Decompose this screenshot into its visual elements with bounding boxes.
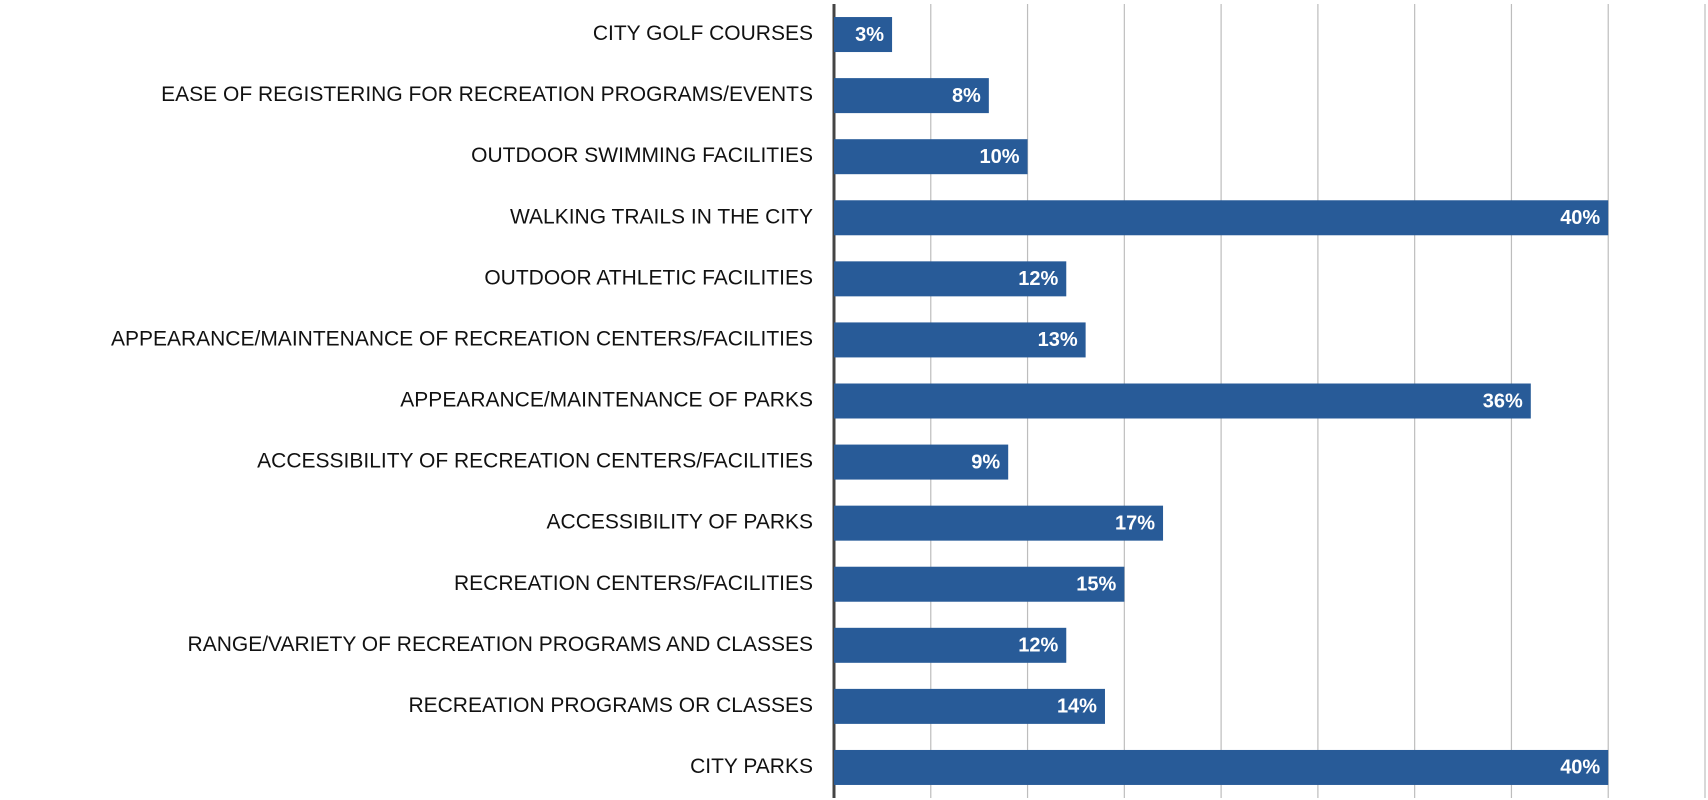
category-label: EASE OF REGISTERING FOR RECREATION PROGR… [161,83,813,106]
value-label: 17% [1115,512,1155,534]
value-label: 36% [1483,390,1523,412]
value-label: 3% [855,24,884,46]
bar [834,78,989,114]
category-label: WALKING TRAILS IN THE CITY [510,205,813,228]
category-label: RANGE/VARIETY OF RECREATION PROGRAMS AND… [188,633,813,656]
bar [834,444,1009,480]
category-label: CITY GOLF COURSES [593,22,813,45]
bar [834,566,1125,602]
category-label: APPEARANCE/MAINTENANCE OF PARKS [400,389,813,412]
category-label: CITY PARKS [690,755,813,778]
value-label: 13% [1038,329,1078,351]
value-label: 15% [1076,574,1116,596]
value-label: 12% [1018,268,1058,290]
value-label: 14% [1057,696,1097,718]
value-label: 9% [971,451,1000,473]
category-label: OUTDOOR ATHLETIC FACILITIES [484,266,813,289]
category-label: RECREATION CENTERS/FACILITIES [454,572,813,595]
bar [834,749,1609,785]
category-label: APPEARANCE/MAINTENANCE OF RECREATION CEN… [111,327,813,350]
bar [834,322,1086,358]
bar [834,383,1531,419]
bar [834,17,893,53]
category-label: ACCESSIBILITY OF PARKS [547,511,813,534]
value-label: 40% [1560,757,1600,779]
value-label: 10% [980,146,1020,168]
bar [834,200,1609,236]
bar [834,688,1105,724]
bar [834,505,1164,541]
value-label: 40% [1560,207,1600,229]
bar [834,627,1067,663]
value-label: 12% [1018,635,1058,657]
category-label: ACCESSIBILITY OF RECREATION CENTERS/FACI… [257,450,813,473]
value-label: 8% [952,85,981,107]
category-label: RECREATION PROGRAMS OR CLASSES [408,694,813,717]
bar [834,261,1067,297]
bar [834,139,1028,175]
category-label: OUTDOOR SWIMMING FACILITIES [471,144,813,167]
